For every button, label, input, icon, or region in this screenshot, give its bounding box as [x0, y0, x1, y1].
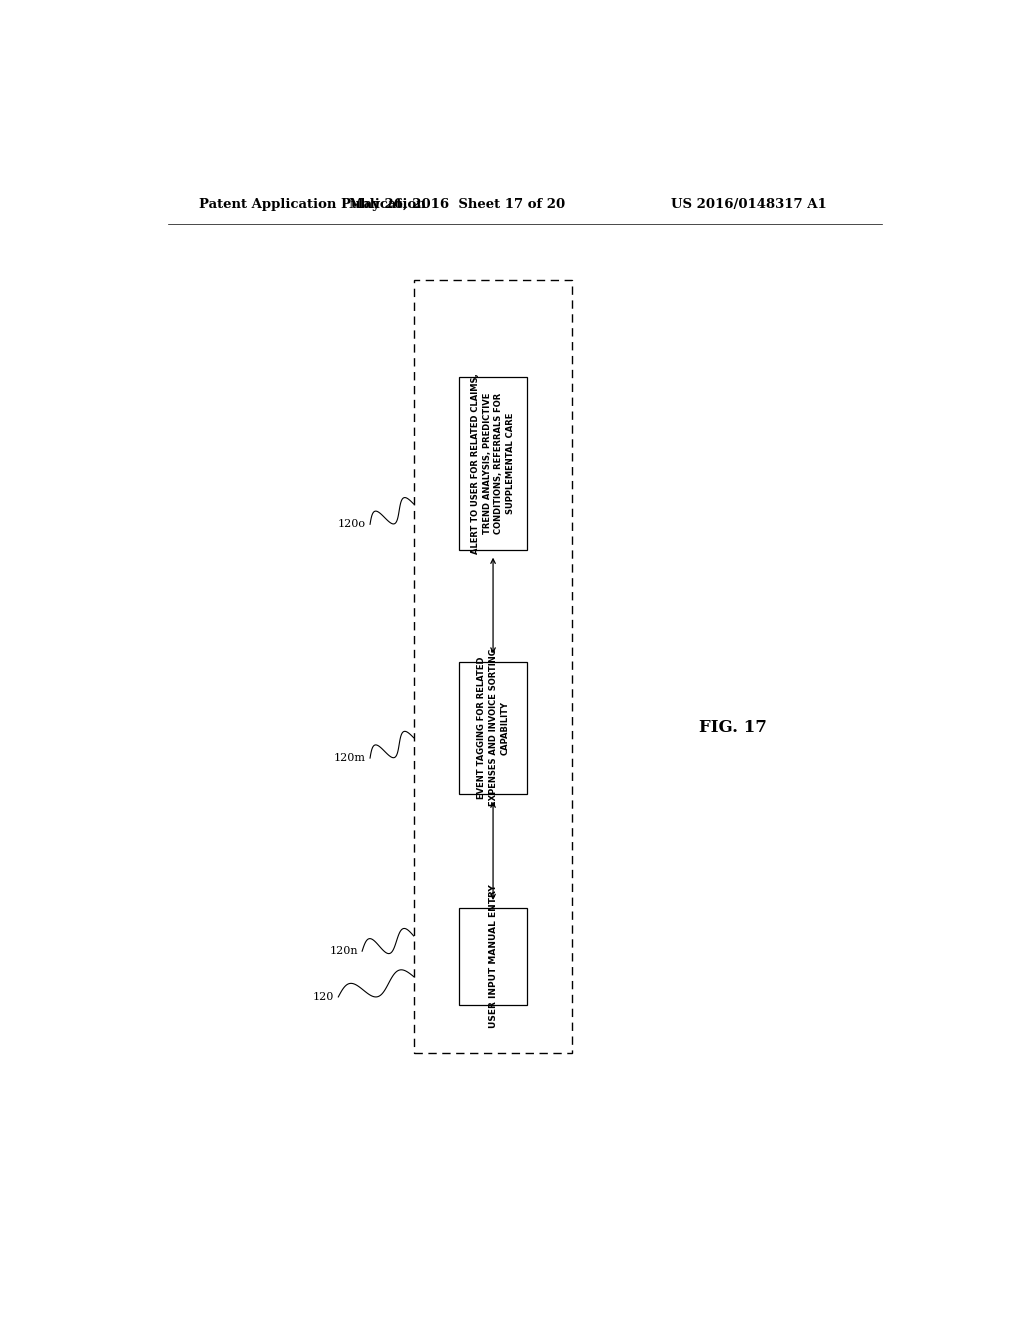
Text: Patent Application Publication: Patent Application Publication [200, 198, 426, 211]
Text: 120: 120 [313, 991, 334, 1002]
Text: 120n: 120n [330, 946, 358, 956]
Text: ALERT TO USER FOR RELATED CLAIMS,
TREND ANALYSIS, PREDICTIVE
CONDITIONS, REFERRA: ALERT TO USER FOR RELATED CLAIMS, TREND … [471, 374, 515, 553]
Text: 120o: 120o [338, 519, 367, 529]
Bar [460, 378, 526, 549]
Bar [460, 908, 526, 1005]
Text: 120m: 120m [334, 754, 367, 763]
Text: USER INPUT MANUAL ENTRY: USER INPUT MANUAL ENTRY [488, 884, 498, 1028]
Text: May 26, 2016  Sheet 17 of 20: May 26, 2016 Sheet 17 of 20 [349, 198, 565, 211]
Text: EVENT TAGGING FOR RELATED
EXPENSES AND INVOICE SORTING
CAPABILITY: EVENT TAGGING FOR RELATED EXPENSES AND I… [477, 648, 509, 807]
Bar [460, 661, 526, 793]
Bar [414, 280, 572, 1053]
Text: FIG. 17: FIG. 17 [699, 719, 767, 737]
Text: US 2016/0148317 A1: US 2016/0148317 A1 [671, 198, 826, 211]
